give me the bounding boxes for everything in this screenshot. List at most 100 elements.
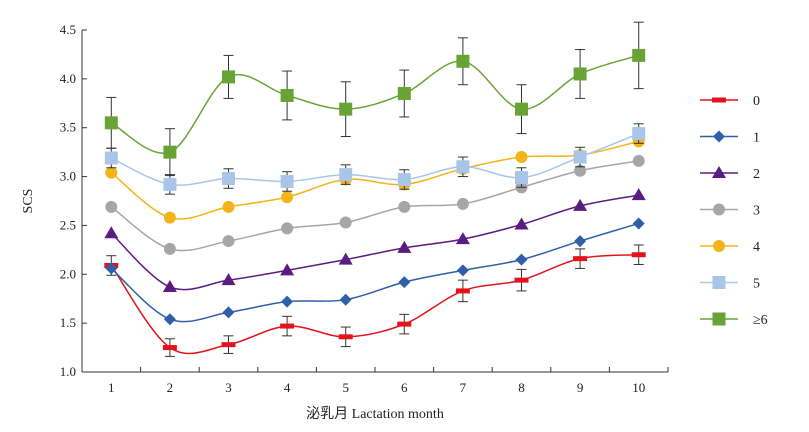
data-point [280, 174, 294, 188]
data-point [339, 102, 353, 116]
data-point [163, 313, 176, 326]
data-point [163, 177, 177, 191]
x-tick-label: 8 [518, 380, 525, 395]
data-point [163, 242, 176, 255]
series-line [110, 54, 639, 155]
x-tick-label: 5 [342, 380, 349, 395]
data-point [162, 345, 177, 351]
y-tick-label: 1.0 [60, 364, 76, 379]
series-line [110, 140, 639, 220]
data-point [397, 240, 412, 253]
y-tick-label: 1.5 [60, 315, 76, 330]
data-point [574, 164, 587, 177]
data-point [104, 116, 118, 130]
data-point [338, 334, 353, 340]
x-tick-label: 1 [108, 380, 115, 395]
data-point [632, 48, 646, 62]
legend-marker [712, 97, 726, 103]
data-point [339, 216, 352, 229]
data-point [515, 151, 528, 164]
plot-area: 1.0 1.5 2.0 2.5 3.0 3.5 4.0 4.5 1 2 3 4 5 6 7 8 9 10 [60, 21, 669, 395]
y-tick-label: 4.5 [60, 22, 76, 37]
y-tick-label: 4.0 [60, 71, 76, 86]
data-point [280, 263, 295, 276]
legend-entry: 0 [700, 94, 760, 109]
series-line [110, 132, 639, 186]
series-ge6 [104, 21, 646, 177]
series-3 [105, 154, 645, 255]
series-line [110, 194, 639, 291]
legend-entry: ≥6 [700, 312, 768, 328]
data-point [515, 171, 528, 185]
data-point [105, 262, 118, 275]
data-point [281, 222, 294, 235]
x-tick-label: 4 [284, 380, 291, 395]
x-tick-label: 6 [401, 380, 408, 395]
legend-marker [713, 203, 725, 216]
data-point [398, 276, 411, 289]
data-point [338, 252, 353, 265]
data-point [222, 235, 235, 248]
series-line [110, 253, 639, 355]
data-point [456, 54, 470, 68]
data-point [515, 102, 528, 116]
data-point [163, 211, 176, 224]
series-1 [105, 217, 645, 326]
data-point [573, 198, 588, 211]
legend-marker [712, 312, 726, 326]
data-point [281, 191, 294, 204]
legend-label: 5 [753, 277, 760, 292]
legend-entry: 3 [700, 203, 760, 219]
data-point [105, 200, 118, 213]
legend-label: 2 [753, 167, 760, 182]
x-tick-label: 2 [167, 380, 174, 395]
data-point [280, 88, 294, 102]
legend-entry: 1 [700, 130, 760, 146]
data-point [632, 127, 646, 141]
legend-label: ≥6 [753, 313, 768, 328]
data-point [281, 295, 294, 308]
y-axis-title: SCS [21, 189, 36, 214]
data-point [573, 256, 588, 262]
data-point [397, 321, 412, 327]
data-point [280, 323, 295, 329]
data-point [456, 197, 469, 210]
legend-label: 4 [753, 240, 760, 255]
data-point [631, 188, 646, 201]
data-point [222, 70, 235, 84]
series-0 [104, 244, 646, 357]
x-axis-title: 泌乳月 Lactation month [306, 406, 444, 422]
data-point [398, 200, 411, 213]
data-point [221, 273, 236, 286]
data-point [455, 232, 470, 245]
data-point [456, 264, 469, 277]
y-tick-label: 3.0 [60, 169, 76, 184]
x-tick-label: 10 [632, 380, 645, 395]
data-point [573, 67, 587, 81]
data-point [631, 252, 646, 258]
legend-marker [713, 240, 725, 252]
legend-marker [712, 166, 726, 178]
data-point [455, 288, 470, 294]
legend-entry: 5 [700, 276, 760, 292]
x-tick-label: 3 [225, 380, 232, 395]
series-line [110, 160, 639, 252]
legend-label: 0 [753, 94, 760, 109]
data-point [222, 172, 235, 186]
y-ticks: 1.0 1.5 2.0 2.5 3.0 3.5 4.0 4.5 [60, 22, 87, 379]
data-point [573, 150, 587, 164]
data-point [514, 217, 529, 230]
data-point [104, 151, 118, 165]
x-tick-label: 9 [577, 380, 584, 395]
data-point [162, 279, 177, 292]
legend-label: 1 [753, 131, 760, 146]
data-point [632, 154, 645, 167]
y-tick-label: 2.0 [60, 266, 76, 281]
legend-entry: 4 [700, 240, 760, 255]
data-point [339, 168, 353, 182]
series-layer [104, 21, 646, 357]
data-point [574, 235, 587, 248]
data-point [397, 173, 411, 187]
legend-label: 3 [753, 204, 760, 219]
